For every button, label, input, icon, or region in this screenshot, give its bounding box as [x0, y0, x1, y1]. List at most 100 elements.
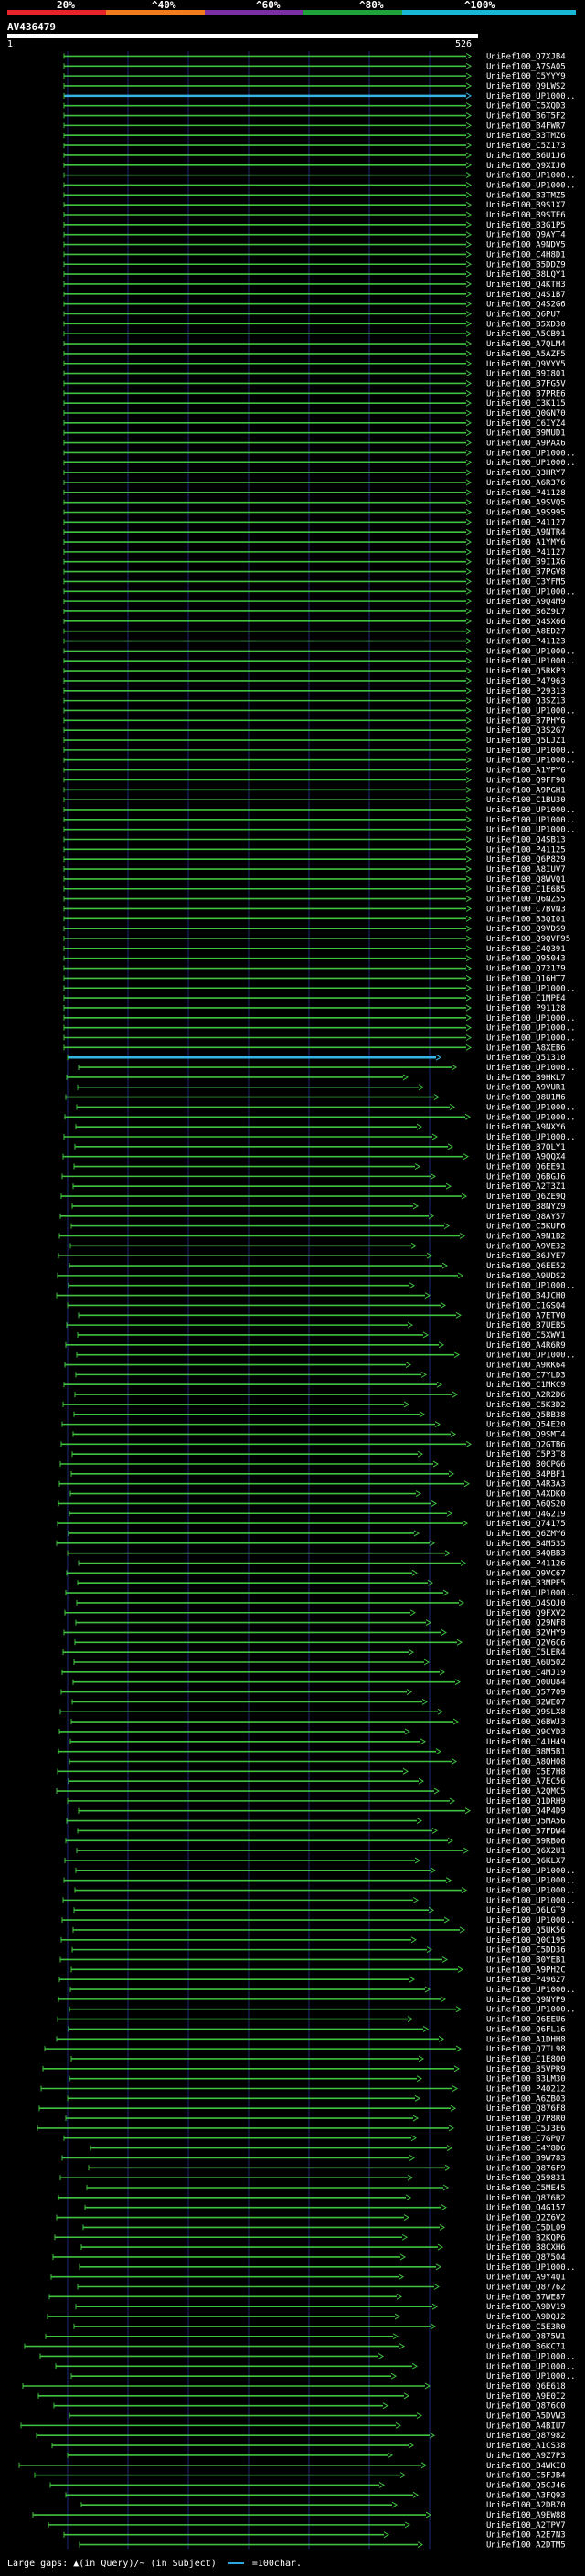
hit-label[interactable]: UniRef100_B7PHY6	[486, 716, 566, 726]
hit-label[interactable]: UniRef100_C5J3E6	[486, 2125, 566, 2134]
hit-label[interactable]: UniRef100_A2R2D6	[486, 1391, 566, 1400]
hit-label[interactable]: UniRef100_UP1000..	[486, 181, 576, 190]
hit-label[interactable]: UniRef100_B3TMZ5	[486, 191, 566, 200]
hit-label[interactable]: UniRef100_UP1000..	[486, 816, 576, 825]
hit-label[interactable]: UniRef100_C4H8D1	[486, 250, 566, 260]
hit-label[interactable]: UniRef100_UP1000..	[486, 984, 576, 993]
hit-label[interactable]: UniRef100_UP1000..	[486, 657, 576, 666]
hit-label[interactable]: UniRef100_Q6LGT9	[486, 1906, 566, 1915]
hit-label[interactable]: UniRef100_A6U502	[486, 1659, 566, 1668]
hit-label[interactable]: UniRef100_UP1000..	[486, 459, 576, 468]
hit-label[interactable]: UniRef100_C5ME45	[486, 2184, 566, 2193]
hit-label[interactable]: UniRef100_B0YEB1	[486, 1956, 566, 1965]
hit-label[interactable]: UniRef100_Q2GTB6	[486, 1440, 566, 1449]
hit-label[interactable]: UniRef100_UP1000..	[486, 1896, 576, 1905]
hit-label[interactable]: UniRef100_B7PGV8	[486, 568, 566, 578]
hit-label[interactable]: UniRef100_Q3S2G7	[486, 726, 566, 736]
hit-label[interactable]: UniRef100_B7FG5V	[486, 379, 566, 388]
hit-label[interactable]: UniRef100_Q57709	[486, 1689, 566, 1698]
hit-label[interactable]: UniRef100_Q6ZE9Q	[486, 1193, 566, 1202]
hit-label[interactable]: UniRef100_Q4SQJ0	[486, 1599, 566, 1608]
hit-label[interactable]: UniRef100_A9Z7P3	[486, 2452, 566, 2461]
hit-label[interactable]: UniRef100_Q3HRY7	[486, 469, 566, 478]
hit-label[interactable]: UniRef100_A9Q4M9	[486, 598, 566, 607]
hit-label[interactable]: UniRef100_A9QQX4	[486, 1153, 566, 1162]
hit-label[interactable]: UniRef100_A9NTR4	[486, 528, 566, 537]
hit-label[interactable]: UniRef100_B9I801	[486, 370, 566, 379]
hit-label[interactable]: UniRef100_A4R3A3	[486, 1480, 566, 1489]
hit-label[interactable]: UniRef100_B9MUD1	[486, 429, 566, 439]
hit-label[interactable]: UniRef100_UP1000..	[486, 826, 576, 835]
hit-label[interactable]: UniRef100_B6JYE7	[486, 1252, 566, 1261]
hit-label[interactable]: UniRef100_C6IYZ4	[486, 419, 566, 429]
hit-label[interactable]: UniRef100_B9S1X7	[486, 201, 566, 210]
hit-label[interactable]: UniRef100_UP1000..	[486, 1014, 576, 1023]
hit-label[interactable]: UniRef100_Q9VYV5	[486, 360, 566, 369]
hit-label[interactable]: UniRef100_Q8AY57	[486, 1213, 566, 1222]
hit-label[interactable]: UniRef100_C4JH49	[486, 1738, 566, 1747]
hit-label[interactable]: UniRef100_Q54E20	[486, 1421, 566, 1430]
hit-label[interactable]: UniRef100_UP1000..	[486, 1887, 576, 1896]
hit-label[interactable]: UniRef100_P40212	[486, 2085, 566, 2094]
hit-label[interactable]: UniRef100_Q6EEU6	[486, 2016, 566, 2025]
hit-label[interactable]: UniRef100_A9N1B2	[486, 1232, 566, 1241]
hit-label[interactable]: UniRef100_P29313	[486, 687, 566, 696]
hit-label[interactable]: UniRef100_Q4SB13	[486, 836, 566, 845]
hit-label[interactable]: UniRef100_C3K115	[486, 399, 566, 408]
hit-label[interactable]: UniRef100_A6QS20	[486, 1500, 566, 1509]
hit-label[interactable]: UniRef100_P41127	[486, 548, 566, 557]
hit-label[interactable]: UniRef100_B5VPR9	[486, 2065, 566, 2074]
hit-label[interactable]: UniRef100_C5K3D2	[486, 1401, 566, 1410]
hit-label[interactable]: UniRef100_C7GPQ7	[486, 2135, 566, 2144]
hit-label[interactable]: UniRef100_B9I1X6	[486, 558, 566, 567]
hit-label[interactable]: UniRef100_UP1000..	[486, 1986, 576, 1995]
hit-label[interactable]: UniRef100_P49627	[486, 1976, 566, 1985]
hit-label[interactable]: UniRef100_UP1000..	[486, 1916, 576, 1925]
hit-label[interactable]: UniRef100_B6U1J6	[486, 152, 566, 161]
hit-label[interactable]: UniRef100_UP1000..	[486, 1103, 576, 1112]
hit-label[interactable]: UniRef100_A1DHH8	[486, 2035, 566, 2044]
hit-label[interactable]: UniRef100_Q6PU7	[486, 311, 560, 320]
hit-label[interactable]: UniRef100_B3G1P5	[486, 221, 566, 230]
hit-label[interactable]: UniRef100_Q6ZMY6	[486, 1530, 566, 1539]
hit-label[interactable]: UniRef100_Q8U1M6	[486, 1094, 566, 1103]
hit-label[interactable]: UniRef100_C7YLD3	[486, 1371, 566, 1380]
hit-label[interactable]: UniRef100_C5YYY9	[486, 72, 566, 81]
hit-label[interactable]: UniRef100_A2QMC5	[486, 1787, 566, 1797]
hit-label[interactable]: UniRef100_C1E8Q0	[486, 2055, 566, 2064]
hit-label[interactable]: UniRef100_P41126	[486, 1560, 566, 1569]
hit-label[interactable]: UniRef100_C1BU30	[486, 796, 566, 805]
hit-label[interactable]: UniRef100_P41127	[486, 518, 566, 527]
hit-label[interactable]: UniRef100_P47963	[486, 677, 566, 686]
hit-label[interactable]: UniRef100_Q876B2	[486, 2194, 566, 2203]
hit-label[interactable]: UniRef100_Q9CYD3	[486, 1728, 566, 1737]
hit-label[interactable]: UniRef100_C5DL09	[486, 2223, 566, 2232]
hit-label[interactable]: UniRef100_Q1DRH9	[486, 1797, 566, 1807]
hit-label[interactable]: UniRef100_B2KQP6	[486, 2233, 566, 2242]
hit-label[interactable]: UniRef100_A8XEB6	[486, 1044, 566, 1053]
hit-label[interactable]: UniRef100_B4PBF1	[486, 1470, 566, 1479]
hit-label[interactable]: UniRef100_Q59831	[486, 2174, 566, 2183]
hit-label[interactable]: UniRef100_Q6X2U1	[486, 1847, 566, 1856]
hit-label[interactable]: UniRef100_A6ZB03	[486, 2094, 566, 2104]
hit-label[interactable]: UniRef100_Q9QVF95	[486, 935, 570, 944]
hit-label[interactable]: UniRef100_Q875W1	[486, 2333, 566, 2342]
hit-label[interactable]: UniRef100_B8M5B1	[486, 1748, 566, 1757]
hit-label[interactable]: UniRef100_P41123	[486, 638, 566, 647]
hit-label[interactable]: UniRef100_C5E3R0	[486, 2323, 566, 2332]
hit-label[interactable]: UniRef100_A2T3Z1	[486, 1182, 566, 1192]
hit-label[interactable]: UniRef100_C4MJ19	[486, 1669, 566, 1678]
hit-label[interactable]: UniRef100_A2DBZ0	[486, 2501, 566, 2510]
hit-label[interactable]: UniRef100_C7BVN3	[486, 905, 566, 914]
hit-label[interactable]: UniRef100_C1MPE4	[486, 994, 566, 1003]
hit-label[interactable]: UniRef100_A9DQJ2	[486, 2313, 566, 2322]
hit-label[interactable]: UniRef100_Q7TL98	[486, 2045, 566, 2054]
hit-label[interactable]: UniRef100_B4M535	[486, 1540, 566, 1549]
hit-label[interactable]: UniRef100_UP1000..	[486, 1867, 576, 1876]
hit-label[interactable]: UniRef100_Q6FL16	[486, 2025, 566, 2034]
hit-label[interactable]: UniRef100_A6R376	[486, 479, 566, 488]
hit-label[interactable]: UniRef100_Q4G219	[486, 1510, 566, 1519]
hit-label[interactable]: UniRef100_B0CPG6	[486, 1460, 566, 1469]
hit-label[interactable]: UniRef100_A9UDS2	[486, 1272, 566, 1281]
hit-label[interactable]: UniRef100_B6Z9L7	[486, 608, 566, 617]
